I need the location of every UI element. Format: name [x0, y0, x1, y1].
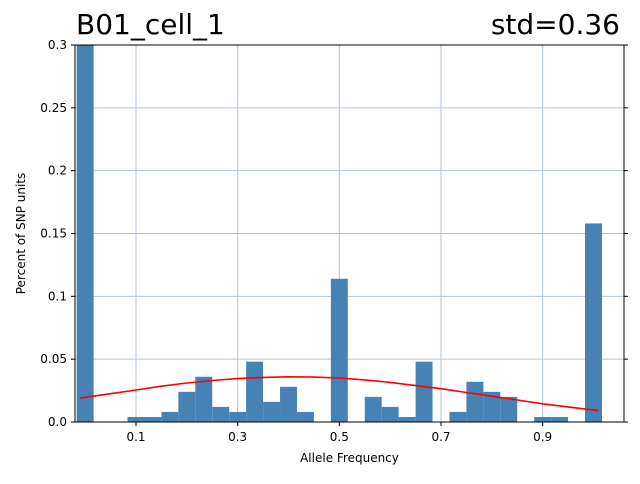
histogram-bar — [551, 416, 569, 422]
histogram-bar — [161, 411, 179, 422]
x-tick-label: 0.1 — [126, 430, 145, 444]
chart-title-right: std=0.36 — [490, 8, 620, 41]
histogram-bar — [585, 223, 602, 422]
histogram-bar — [296, 411, 314, 422]
histogram-bar — [178, 391, 196, 422]
histogram-bar — [127, 416, 145, 422]
y-tick-label: 0.05 — [40, 352, 67, 366]
histogram-bar — [195, 376, 213, 422]
x-tick-label: 0.3 — [228, 430, 247, 444]
y-tick-label: 0.25 — [40, 101, 67, 115]
histogram-bar — [398, 416, 416, 422]
x-tick-label: 0.9 — [533, 430, 552, 444]
histogram-bar — [229, 411, 247, 422]
x-axis-label: Allele Frequency — [300, 451, 399, 465]
y-tick-label: 0.3 — [48, 38, 67, 52]
histogram-bar — [76, 45, 94, 422]
histogram-bar — [144, 416, 162, 422]
histogram-bar — [212, 406, 230, 422]
fit-curve — [79, 375, 599, 412]
x-tick-label: 0.5 — [330, 430, 349, 444]
histogram-bar — [534, 416, 552, 422]
histogram-bar — [280, 386, 297, 422]
y-axis-label: Percent of SNP units — [14, 173, 28, 295]
histogram-bar — [263, 401, 281, 422]
histogram-bar — [466, 381, 484, 422]
x-tick-label: 0.7 — [431, 430, 450, 444]
histogram-bar — [246, 361, 264, 422]
y-tick-label: 0.0 — [48, 415, 67, 429]
y-tick-label: 0.15 — [40, 227, 67, 241]
chart-title-left: B01_cell_1 — [76, 8, 225, 41]
histogram-bar — [381, 406, 399, 422]
histogram-bar — [449, 411, 467, 422]
histogram-bar — [415, 361, 433, 422]
y-tick-label: 0.2 — [48, 164, 67, 178]
y-tick-label: 0.1 — [48, 289, 67, 303]
histogram-bar — [483, 391, 501, 422]
histogram-bar — [364, 396, 382, 422]
histogram-bar — [330, 278, 348, 422]
histogram-bar — [500, 396, 518, 422]
